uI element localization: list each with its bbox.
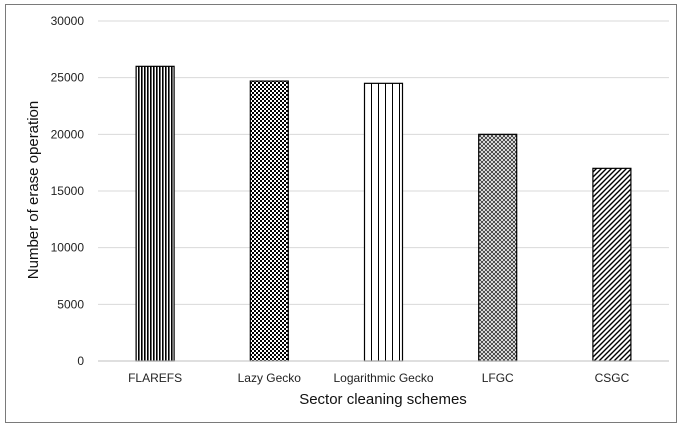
chart-frame bbox=[5, 4, 677, 423]
y-axis-title: Number of erase operation bbox=[25, 101, 42, 279]
bars bbox=[135, 65, 632, 362]
y-tick-label: 10000 bbox=[51, 241, 85, 255]
y-tick-label: 25000 bbox=[51, 71, 85, 85]
y-tick-label: 5000 bbox=[57, 297, 84, 311]
bar bbox=[249, 80, 289, 362]
y-tick-label: 20000 bbox=[51, 127, 85, 141]
bar bbox=[135, 65, 175, 362]
bar bbox=[478, 133, 518, 362]
tick-labels: 0 5000 10000 15000 20000 25000 30000 FLAREFS Laz… bbox=[51, 14, 630, 385]
bar bbox=[592, 167, 632, 362]
gridlines bbox=[98, 20, 669, 305]
x-tick-label: Logarithmic Gecko bbox=[333, 371, 433, 385]
x-tick-label: CSGC bbox=[595, 371, 630, 385]
x-axis-title: Sector cleaning schemes bbox=[299, 391, 467, 408]
bar bbox=[363, 82, 404, 362]
y-tick-label: 0 bbox=[77, 354, 84, 368]
x-tick-label: FLAREFS bbox=[128, 371, 182, 385]
y-tick-label: 30000 bbox=[51, 14, 85, 28]
y-tick-label: 15000 bbox=[51, 184, 85, 198]
x-tick-label: LFGC bbox=[482, 371, 514, 385]
x-tick-label: Lazy Gecko bbox=[238, 371, 302, 385]
